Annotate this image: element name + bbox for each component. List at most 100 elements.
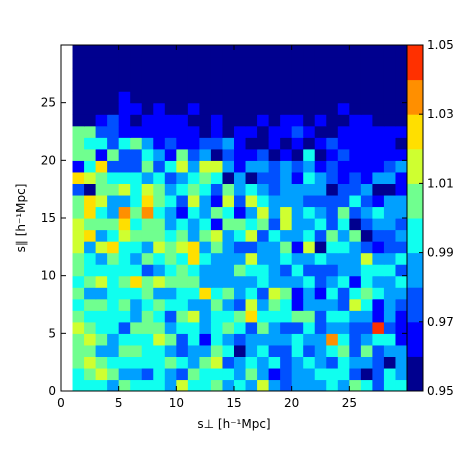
heatmap-cell — [130, 333, 143, 346]
heatmap-cell — [199, 356, 212, 369]
heatmap-cell — [118, 194, 131, 208]
heatmap-cell — [118, 125, 131, 138]
heatmap-cell — [72, 56, 85, 69]
heatmap-cell — [372, 206, 385, 219]
heatmap-cell — [153, 241, 166, 254]
heatmap-cell — [314, 241, 327, 254]
heatmap-cell — [84, 148, 97, 161]
heatmap-cell — [372, 379, 385, 391]
heatmap-cell — [395, 137, 407, 150]
heatmap-cell — [349, 264, 362, 277]
heatmap-cell — [72, 194, 85, 208]
heatmap-cell — [349, 229, 362, 242]
heatmap-cell — [95, 321, 108, 334]
colorbar-tick-label: 1.03 — [427, 107, 454, 121]
heatmap-cell — [291, 333, 304, 346]
heatmap-cell — [176, 241, 189, 254]
heatmap-cell — [187, 344, 200, 357]
heatmap-cell — [326, 137, 339, 150]
heatmap-cell — [337, 287, 350, 300]
heatmap-cell — [222, 91, 235, 104]
heatmap-cell — [268, 229, 281, 242]
heatmap-cell — [164, 241, 177, 254]
heatmap-cell — [383, 206, 397, 219]
heatmap-cell — [176, 91, 189, 104]
colorbar-segment — [407, 356, 423, 392]
heatmap-cell — [187, 241, 200, 254]
heatmap-cell — [199, 229, 212, 242]
heatmap-cell — [303, 79, 316, 92]
heatmap-cell — [360, 310, 373, 323]
heatmap-cell — [210, 287, 224, 300]
heatmap-cell — [153, 344, 166, 357]
heatmap-cell — [164, 287, 177, 300]
heatmap-cell — [187, 114, 200, 127]
heatmap-cell — [349, 379, 362, 391]
heatmap-cell — [291, 125, 304, 138]
heatmap-cell — [141, 333, 154, 346]
heatmap-cell — [314, 379, 327, 391]
heatmap-cell — [280, 298, 293, 311]
heatmap-cell — [303, 229, 316, 242]
heatmap-cell — [303, 252, 316, 265]
heatmap-cell — [372, 45, 385, 58]
heatmap-cell — [280, 379, 293, 391]
heatmap-cell — [349, 356, 362, 369]
heatmap-cell — [314, 56, 327, 69]
heatmap-cell — [268, 264, 281, 277]
y-tick-label: 25 — [41, 96, 56, 110]
heatmap-cell — [84, 218, 97, 231]
heatmap-cell — [153, 333, 166, 346]
heatmap-cell — [107, 56, 120, 69]
x-tick-label: 25 — [342, 396, 357, 410]
heatmap-cell — [234, 171, 247, 184]
heatmap-cell — [95, 356, 108, 369]
heatmap-cell — [164, 333, 177, 346]
heatmap-cell — [164, 229, 177, 242]
heatmap-cell — [303, 287, 316, 300]
heatmap-cell — [372, 241, 385, 254]
heatmap-cell — [337, 218, 350, 231]
heatmap-cell — [141, 218, 154, 231]
heatmap-cell — [268, 194, 281, 208]
heatmap-cell — [130, 79, 143, 92]
heatmap-cell — [141, 91, 154, 104]
heatmap-cell — [234, 206, 247, 219]
heatmap-cell — [107, 45, 120, 58]
heatmap-cell — [314, 125, 327, 138]
heatmap-cell — [291, 379, 304, 391]
heatmap-cell — [107, 183, 120, 196]
heatmap-cell — [383, 56, 397, 69]
heatmap-cell — [130, 91, 143, 104]
heatmap-cell — [257, 125, 270, 138]
heatmap-cell — [372, 183, 385, 196]
heatmap-cell — [303, 310, 316, 323]
heatmap-cell — [176, 310, 189, 323]
heatmap-cell — [360, 114, 373, 127]
heatmap-cell — [280, 148, 293, 161]
heatmap-cell — [268, 287, 281, 300]
heatmap-cell — [372, 252, 385, 265]
heatmap-cell — [187, 367, 200, 381]
heatmap-cell — [84, 114, 97, 127]
heatmap-cell — [130, 125, 143, 138]
heatmap-cell — [395, 171, 407, 184]
heatmap-cell — [291, 287, 304, 300]
heatmap-cell — [153, 137, 166, 150]
heatmap-cell — [107, 79, 120, 92]
heatmap-cell — [245, 148, 258, 161]
heatmap-cell — [84, 45, 97, 58]
heatmap-cell — [176, 379, 189, 391]
heatmap-cell — [84, 356, 97, 369]
heatmap-cell — [257, 79, 270, 92]
heatmap-cell — [187, 102, 200, 115]
heatmap-cell — [130, 367, 143, 381]
heatmap-cell — [291, 114, 304, 127]
heatmap-cell — [107, 102, 120, 115]
heatmap-cell — [107, 148, 120, 161]
heatmap-cell — [383, 137, 397, 150]
heatmap-cell — [210, 344, 224, 357]
heatmap-cell — [291, 264, 304, 277]
heatmap-cell — [268, 102, 281, 115]
heatmap-cell — [187, 160, 200, 173]
